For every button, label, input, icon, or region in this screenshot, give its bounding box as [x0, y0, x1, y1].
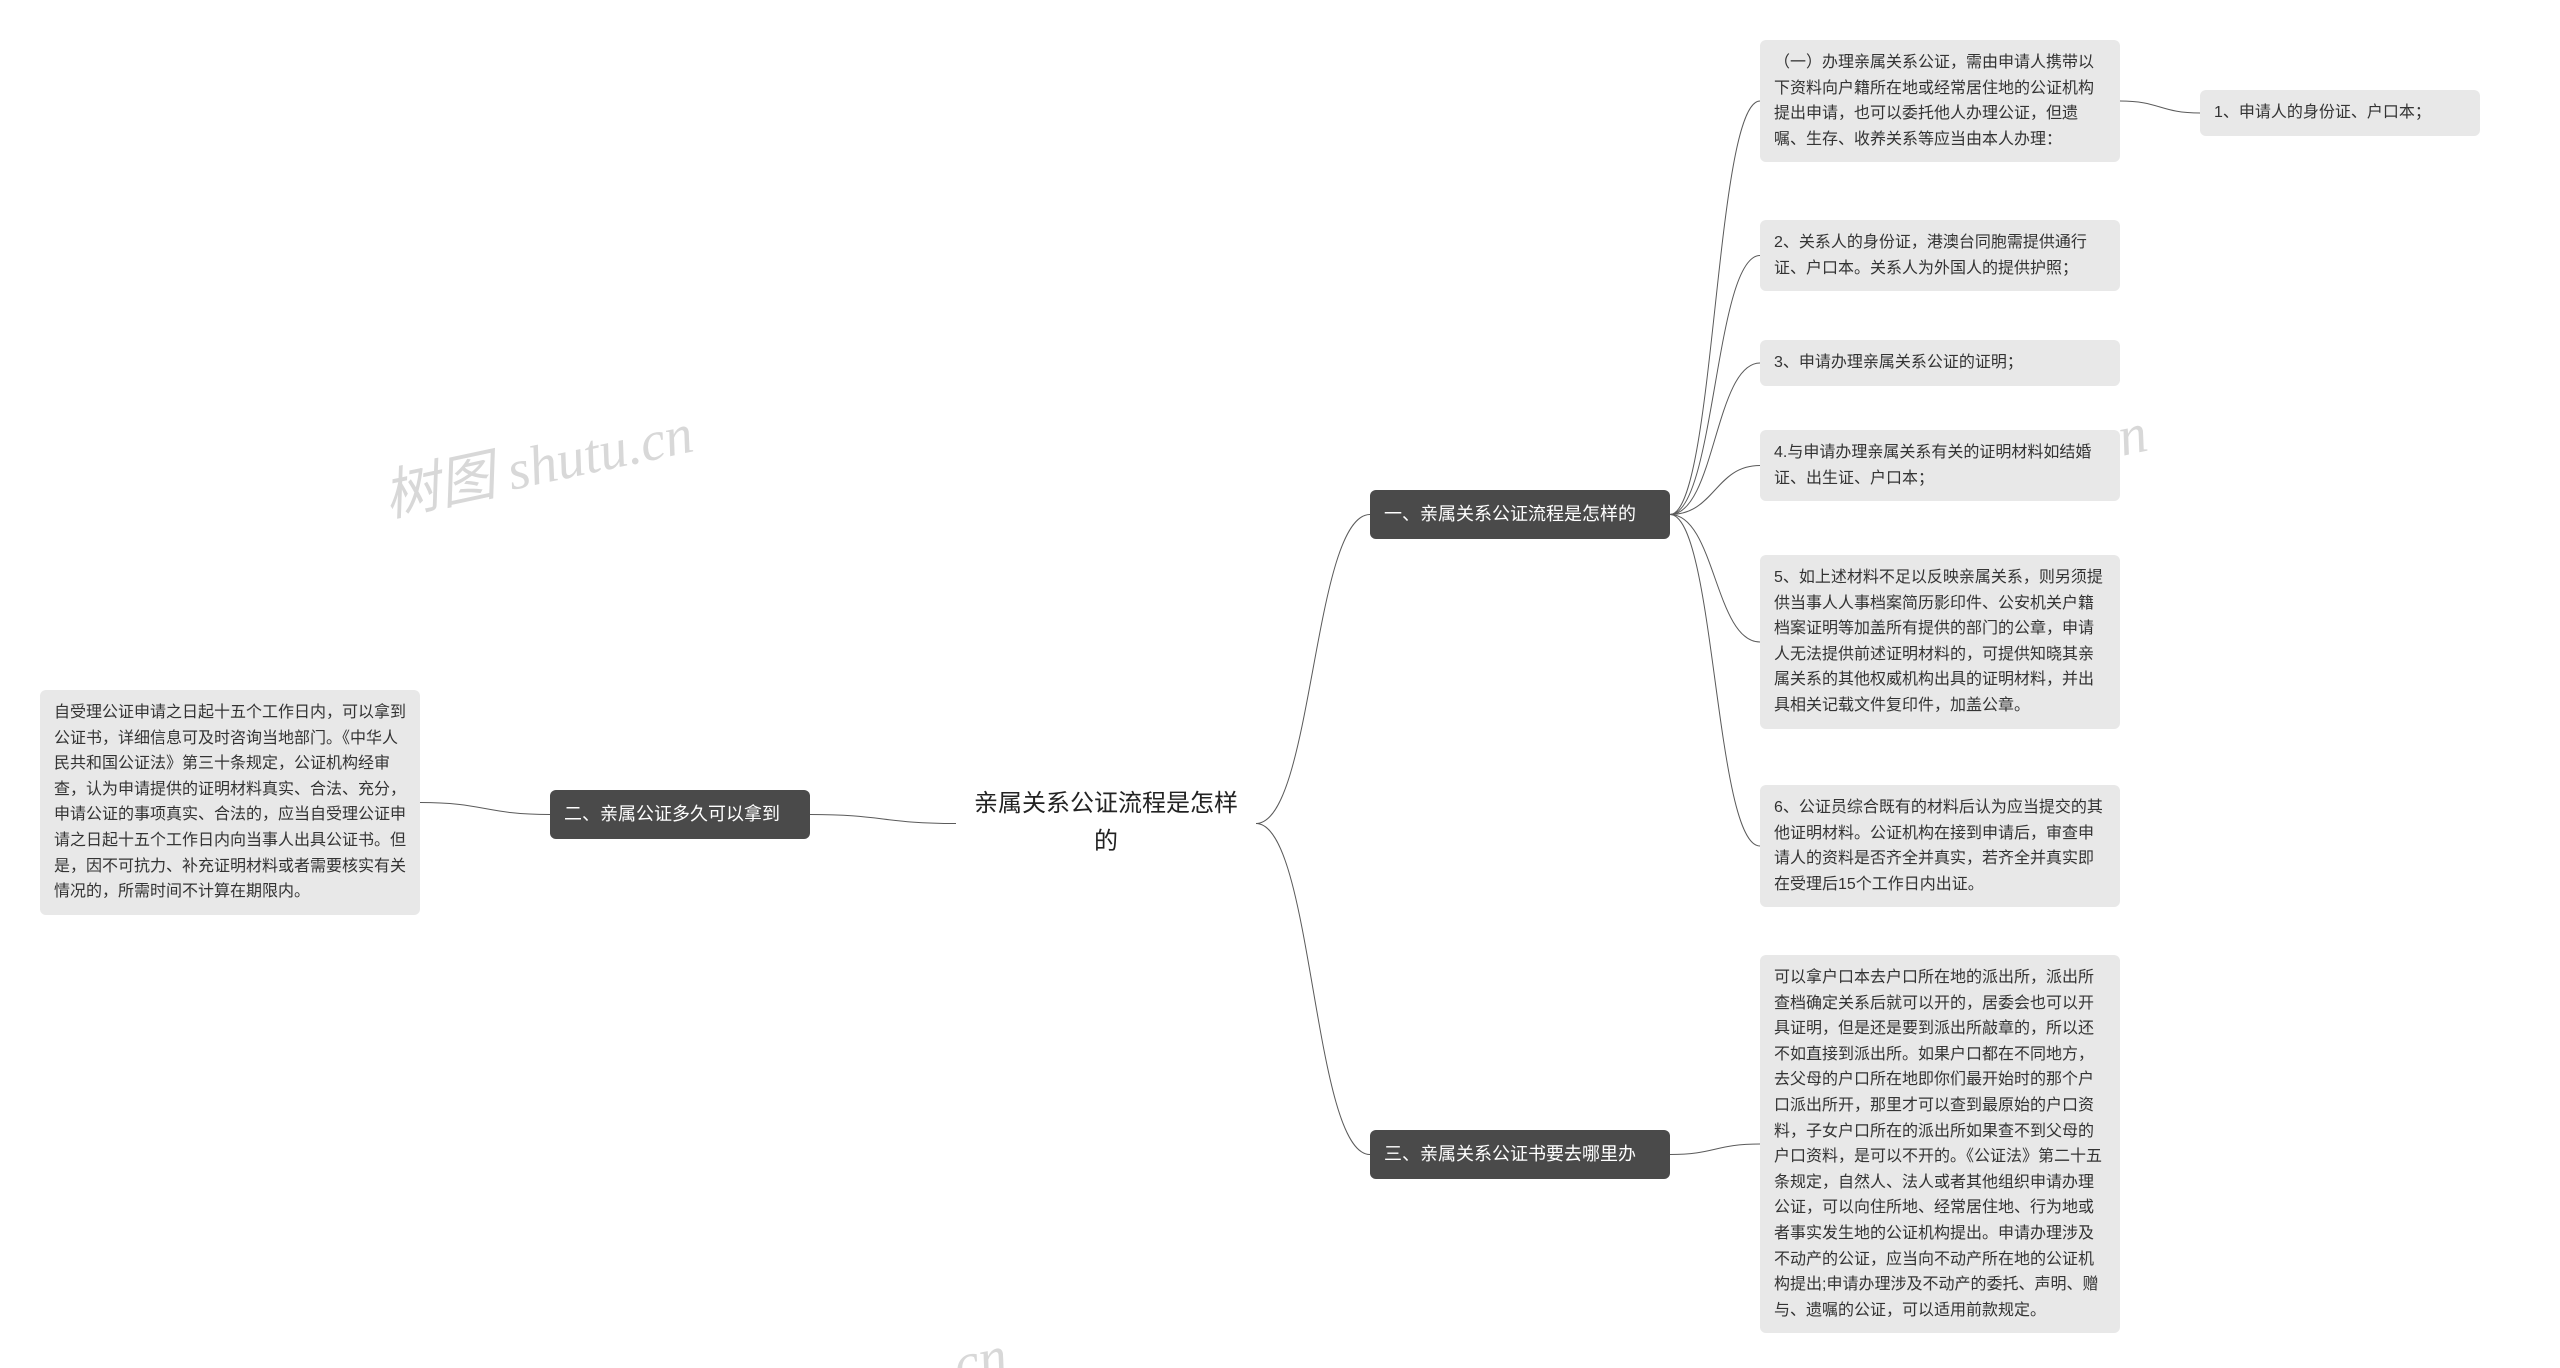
branch-3: 三、亲属关系公证书要去哪里办 [1370, 1130, 1670, 1179]
branch-1-child-2: 2、关系人的身份证，港澳台同胞需提供通行证、户口本。关系人为外国人的提供护照； [1760, 220, 2120, 291]
branch-1-child-1: （一）办理亲属关系公证，需由申请人携带以下资料向户籍所在地或经常居住地的公证机构… [1760, 40, 2120, 162]
watermark-1: 树图 shutu.cn [375, 388, 699, 533]
branch-1-child-4: 4.与申请办理亲属关系有关的证明材料如结婚证、出生证、户口本； [1760, 430, 2120, 501]
branch-2-child-1: 自受理公证申请之日起十五个工作日内，可以拿到公证书，详细信息可及时咨询当地部门。… [40, 690, 420, 915]
center-line1: 亲属关系公证流程是怎样 [970, 785, 1242, 823]
branch-1: 一、亲属关系公证流程是怎样的 [1370, 490, 1670, 539]
branch-3-child-1: 可以拿户口本去户口所在地的派出所，派出所查档确定关系后就可以开的，居委会也可以开… [1760, 955, 2120, 1333]
branch-1-child-5: 5、如上述材料不足以反映亲属关系，则另须提供当事人人事档案简历影印件、公安机关户… [1760, 555, 2120, 729]
branch-1-child-6: 6、公证员综合既有的材料后认为应当提交的其他证明材料。公证机构在接到申请后，审查… [1760, 785, 2120, 907]
watermark-3: .cn [934, 1324, 1013, 1368]
branch-1-child-1-sub-1: 1、申请人的身份证、户口本； [2200, 90, 2480, 136]
center-node: 亲属关系公证流程是怎样 的 [956, 775, 1256, 872]
connector-layer [0, 0, 2560, 1368]
branch-1-child-3: 3、申请办理亲属关系公证的证明； [1760, 340, 2120, 386]
branch-2: 二、亲属公证多久可以拿到 [550, 790, 810, 839]
center-line2: 的 [970, 823, 1242, 861]
